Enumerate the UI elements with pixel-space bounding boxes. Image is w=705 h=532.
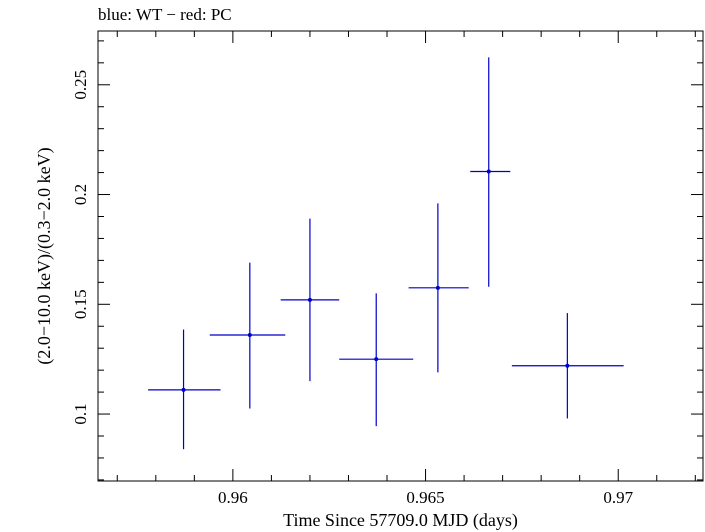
chart-title: blue: WT − red: PC [98, 5, 232, 24]
y-axis-tick-labels: 0.1 0.15 0.2 0.25 [71, 70, 90, 425]
data-marker [435, 285, 440, 290]
data-marker [374, 357, 379, 362]
data-point [280, 218, 340, 382]
x-tick-label: 0.965 [406, 488, 444, 507]
data-marker [181, 387, 186, 392]
data-marker [247, 333, 252, 338]
y-tick-label: 0.2 [71, 184, 90, 205]
x-axis-ticks [116, 31, 696, 481]
data-marker [565, 363, 570, 368]
data-marker [307, 297, 312, 302]
data-point [209, 262, 286, 409]
x-tick-label: 0.96 [218, 488, 248, 507]
x-tick-label: 0.97 [603, 488, 633, 507]
data-marker [486, 169, 491, 174]
y-axis-ticks [98, 40, 703, 481]
y-axis-label: (2.0−10.0 keV)/(0.3−2.0 keV) [34, 147, 55, 364]
plot-frame [97, 30, 704, 482]
y-tick-label: 0.15 [71, 289, 90, 319]
series-layer [148, 57, 624, 450]
data-point [470, 57, 511, 287]
data-point [408, 203, 469, 373]
y-tick-label: 0.25 [71, 70, 90, 100]
x-axis-tick-labels: 0.96 0.965 0.97 [218, 488, 634, 507]
y-tick-label: 0.1 [71, 403, 90, 424]
data-point [148, 329, 221, 450]
data-point [511, 313, 624, 419]
x-axis-label: Time Since 57709.0 MJD (days) [283, 510, 518, 531]
data-point [339, 293, 414, 427]
